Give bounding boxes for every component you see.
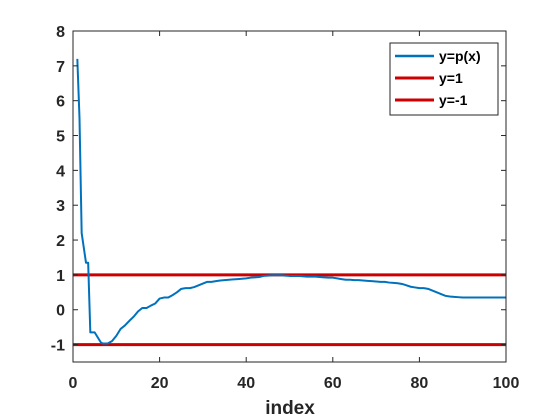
x-tick-label: 100 <box>493 375 520 392</box>
y-tick-label: 3 <box>56 198 65 215</box>
axes-box <box>72 30 507 363</box>
y-tick-label: -1 <box>51 338 65 355</box>
legend-label-1: y=1 <box>439 70 463 86</box>
y-tick-label: 2 <box>56 233 65 250</box>
legend: y=p(x) y=1 y=-1 <box>389 42 499 116</box>
legend-label-2: y=-1 <box>439 92 468 108</box>
x-tick-label: 0 <box>69 375 78 392</box>
series-line-0 <box>76 58 506 345</box>
y-tick-label: 6 <box>56 94 65 111</box>
y-tick-label: 7 <box>56 59 65 76</box>
axes-layer <box>72 30 507 363</box>
y-tick-label: 8 <box>56 24 65 41</box>
ticks-layer: 0 20 40 60 80 100 -1 0 1 2 3 4 5 6 7 8 <box>51 24 520 392</box>
y-tick-label: 4 <box>56 163 65 180</box>
legend-label-0: y=p(x) <box>439 48 481 64</box>
y-tick-label: 0 <box>56 303 65 320</box>
series-layer <box>73 58 506 347</box>
y-tick-label: 1 <box>56 268 65 285</box>
x-tick-label: 20 <box>151 375 169 392</box>
x-tick-label: 40 <box>237 375 255 392</box>
x-tick-label: 80 <box>411 375 429 392</box>
x-tick-label: 60 <box>324 375 342 392</box>
x-axis-label: index <box>265 398 315 419</box>
y-tick-label: 5 <box>56 129 65 146</box>
